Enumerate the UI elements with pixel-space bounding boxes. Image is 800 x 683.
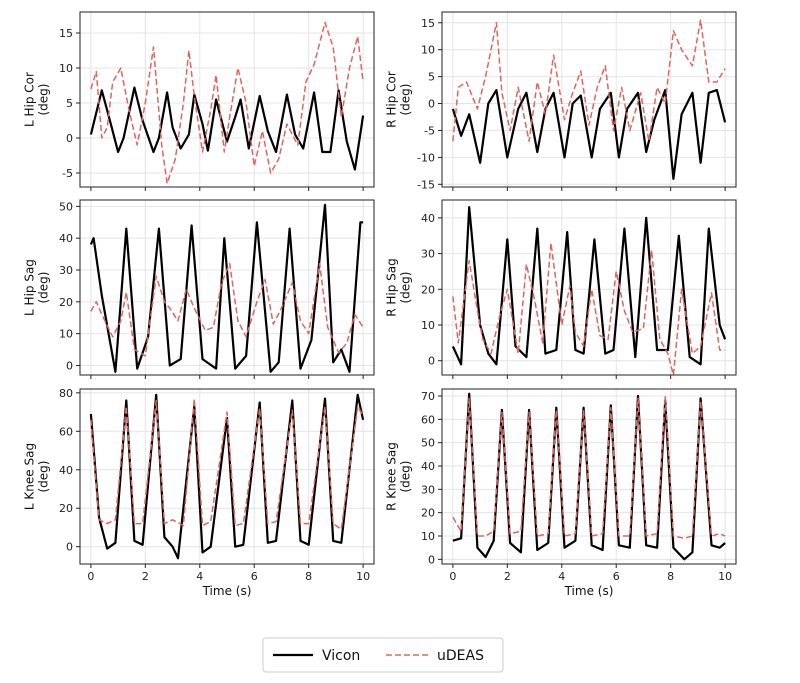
y-tick-label: 60 — [421, 413, 435, 426]
legend-vicon-label: Vicon — [322, 648, 360, 664]
y-tick-label: 0 — [428, 355, 435, 368]
series-udeas-line — [452, 395, 726, 540]
series-vicon-line — [451, 88, 727, 180]
y-tick-label: 80 — [59, 387, 73, 400]
x-tick-label: 0 — [87, 570, 94, 583]
axes-frame — [441, 388, 737, 565]
x-tick-label: 8 — [305, 570, 312, 583]
series-vicon-line — [89, 393, 365, 560]
series-vicon-line — [89, 86, 365, 171]
y-tick-label: 10 — [59, 328, 73, 341]
y-tick-label: 0 — [428, 98, 435, 111]
y-tick-label: 30 — [59, 264, 73, 277]
x-axis-label: Time (s) — [564, 584, 614, 598]
axes-frame — [441, 11, 737, 188]
y-tick-label: -15 — [417, 178, 435, 191]
y-tick-label: 10 — [421, 530, 435, 543]
series-udeas-line — [452, 19, 726, 142]
y-tick-label: 0 — [66, 541, 73, 554]
panel-l-knee-sag: 0 20 40 60 80 0 2 4 6 8 10 Time (s) L Knee Sag(deg) — [23, 387, 375, 598]
axes-frame — [79, 388, 375, 565]
y-tick-label: 20 — [59, 502, 73, 515]
y-tick-label: 40 — [421, 212, 435, 225]
y-tick-label: 60 — [59, 425, 73, 438]
x-tick-label: 2 — [142, 570, 149, 583]
y-axis-label: L Hip Cor(deg) — [23, 72, 51, 127]
y-tick-label: 10 — [421, 319, 435, 332]
series-udeas-line — [452, 242, 726, 376]
series-udeas-line — [90, 21, 364, 185]
x-tick-label: 8 — [667, 570, 674, 583]
y-tick-label: 40 — [421, 460, 435, 473]
y-tick-label: 20 — [59, 296, 73, 309]
legend-box — [262, 637, 504, 673]
panel-r-hip-cor: -15 -10 -5 0 5 10 15 R Hip Cor(deg) — [385, 11, 737, 191]
y-tick-label: 0 — [66, 132, 73, 145]
y-tick-label: -5 — [62, 167, 73, 180]
x-tick-label: 10 — [718, 570, 732, 583]
y-tick-label: 40 — [59, 464, 73, 477]
y-tick-label: 70 — [421, 390, 435, 403]
y-axis-label: R Hip Cor(deg) — [385, 71, 413, 128]
y-tick-label: 40 — [59, 232, 73, 245]
y-axis-label: R Knee Sag(deg) — [385, 442, 413, 511]
y-tick-label: 20 — [421, 507, 435, 520]
y-tick-label: 10 — [59, 62, 73, 75]
x-tick-label: 0 — [449, 570, 456, 583]
x-tick-label: 6 — [613, 570, 620, 583]
legend-udeas-label: uDEAS — [437, 648, 484, 664]
series-vicon-line — [451, 206, 727, 366]
y-tick-label: 20 — [421, 283, 435, 296]
x-axis-label: Time (s) — [202, 584, 252, 598]
x-tick-label: 4 — [558, 570, 565, 583]
y-tick-label: 0 — [428, 553, 435, 566]
series-udeas-line — [90, 397, 364, 531]
y-axis-label: L Hip Sag(deg) — [23, 259, 51, 316]
series-udeas-line — [90, 262, 364, 357]
y-tick-label: 30 — [421, 483, 435, 496]
y-axis-label: L Knee Sag(deg) — [23, 443, 51, 510]
x-tick-label: 4 — [196, 570, 203, 583]
series-vicon-line — [452, 392, 726, 561]
legend: Vicon uDEAS — [262, 637, 504, 673]
series-vicon-line — [89, 203, 364, 373]
y-tick-label: 10 — [421, 44, 435, 57]
x-tick-label: 6 — [251, 570, 258, 583]
panel-r-knee-sag: 0 10 20 30 40 50 60 70 0 2 4 6 8 10 Time (s) R Knee Sag… — [385, 388, 737, 598]
y-tick-label: -10 — [417, 151, 435, 164]
panel-l-hip-cor: -5 0 5 10 15 L Hip Cor(deg) — [23, 11, 375, 191]
panel-l-hip-sag: 0 10 20 30 40 50 L Hip Sag(deg) — [23, 199, 375, 379]
y-tick-label: 15 — [59, 27, 73, 40]
y-tick-label: -5 — [424, 124, 435, 137]
y-tick-label: 0 — [66, 359, 73, 372]
axes-frame — [441, 199, 737, 376]
y-tick-label: 5 — [428, 71, 435, 84]
y-tick-label: 5 — [66, 97, 73, 110]
y-tick-label: 30 — [421, 248, 435, 261]
y-axis-label: R Hip Sag(deg) — [385, 258, 413, 317]
x-tick-label: 10 — [356, 570, 370, 583]
y-tick-label: 15 — [421, 17, 435, 30]
axes-frame — [79, 11, 375, 188]
axes-frame — [79, 199, 375, 376]
y-tick-label: 50 — [59, 200, 73, 213]
x-tick-label: 2 — [504, 570, 511, 583]
panel-r-hip-sag: 0 10 20 30 40 R Hip Sag(deg) — [385, 199, 737, 379]
y-tick-label: 50 — [421, 437, 435, 450]
